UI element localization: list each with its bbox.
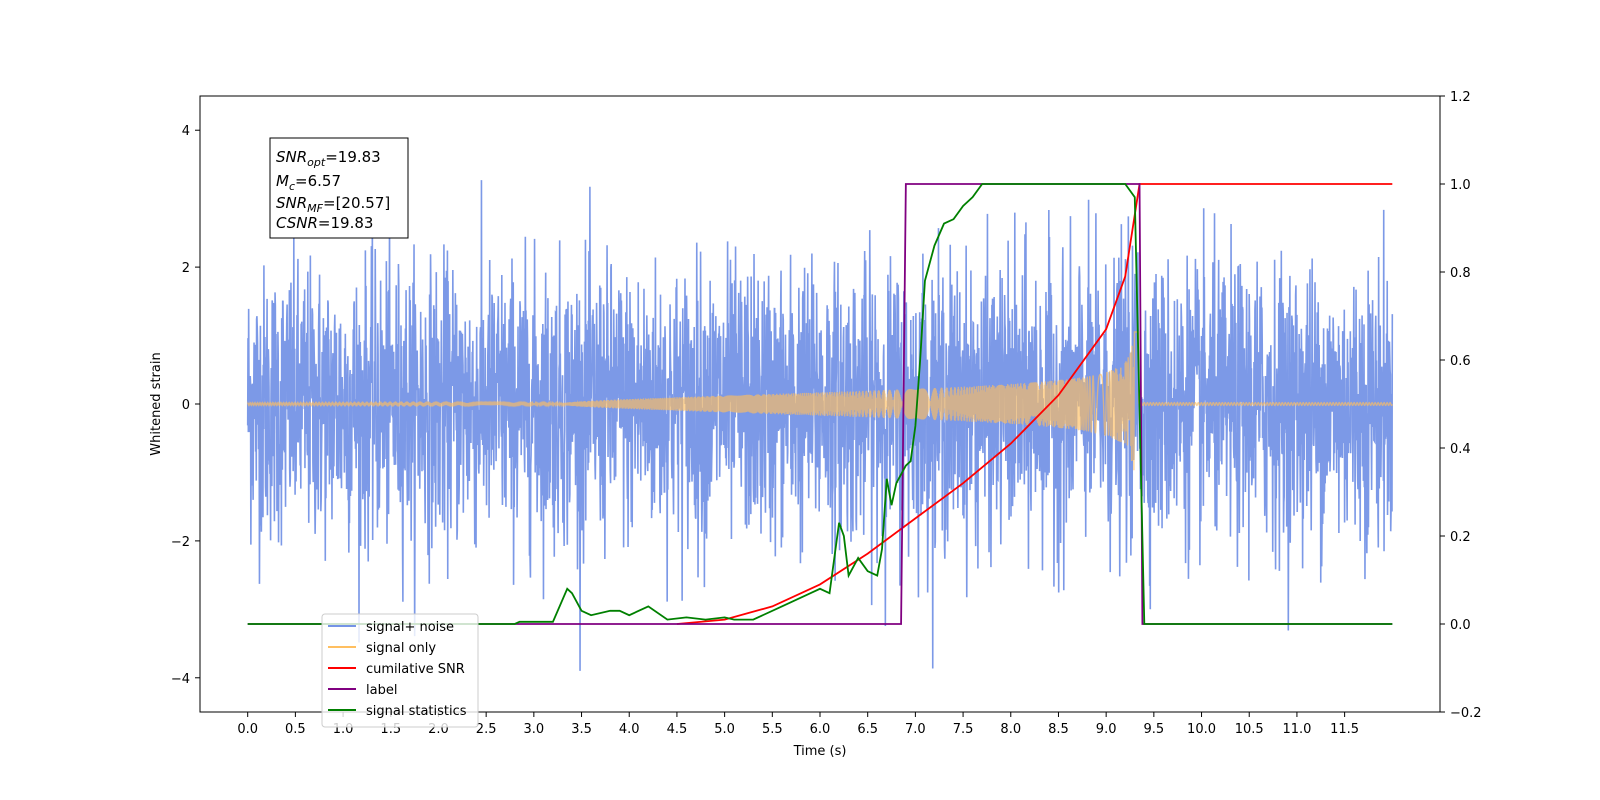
- y2-tick-label: 0.0: [1450, 618, 1471, 633]
- x-tick-label: 11.0: [1282, 722, 1311, 737]
- y2-tick-label: 0.2: [1450, 530, 1471, 545]
- legend-label: signal+ noise: [366, 620, 454, 635]
- snr-mf-sub: MF: [307, 202, 323, 215]
- y2-tick-label: 0.8: [1450, 266, 1471, 281]
- x-tick-label: 4.0: [619, 722, 640, 737]
- y-tick-label: 0: [182, 398, 190, 413]
- y2-tick-label: 1.0: [1450, 178, 1471, 193]
- y-tick-label: −4: [171, 672, 190, 687]
- snr-opt-sub: opt: [307, 156, 326, 169]
- legend: signal+ noise signal only cumilative SNR la…: [321, 613, 479, 728]
- series-cumulative-snr-line: [676, 183, 1393, 625]
- x-tick-label: 4.5: [667, 722, 688, 737]
- mc-text: Mc=6.57: [276, 172, 341, 193]
- series-signal-noise-line: [246, 180, 1394, 671]
- x-tick-label: 5.0: [714, 722, 735, 737]
- series-signal-only-line: [247, 331, 1393, 471]
- snr-mf-label: SNR: [276, 194, 307, 212]
- snr-mf-text: SNRMF=[20.57]: [276, 194, 390, 215]
- legend-frame: [321, 613, 479, 728]
- info-box: SNRopt=19.83 Mc=6.57 SNRMF=[20.57] CSNR=…: [269, 137, 409, 239]
- info-box-frame: [269, 137, 409, 239]
- y2-tick-label: −0.2: [1450, 706, 1482, 721]
- mc-label: M: [276, 172, 289, 190]
- x-tick-label: 5.5: [762, 722, 783, 737]
- x-tick-label: 7.0: [905, 722, 926, 737]
- y-axis-right: −0.2 0.0 0.2 0.4 0.6 0.8 1.0 1.2: [1440, 90, 1482, 721]
- y-tick-label: 4: [182, 124, 190, 139]
- series-signal-statistics-line: [247, 183, 1393, 625]
- x-tick-label: 2.5: [476, 722, 497, 737]
- legend-label: signal only: [366, 641, 436, 656]
- csnr-label: CSNR: [276, 214, 318, 232]
- csnr-text: CSNR=19.83: [276, 214, 373, 232]
- x-tick-label: 9.5: [1144, 722, 1165, 737]
- x-tick-label: 0.5: [285, 722, 306, 737]
- mc-sub: c: [289, 180, 295, 193]
- x-axis: 0.0 0.5 1.0 1.5 2.0 2.5 3.0 3.5 4.0 4.5 5.0 5.5 6.0 6…: [237, 712, 1359, 737]
- legend-label: label: [366, 683, 397, 698]
- x-tick-label: 11.5: [1330, 722, 1359, 737]
- x-tick-label: 7.5: [953, 722, 974, 737]
- x-tick-label: 8.0: [1000, 722, 1021, 737]
- x-tick-label: 3.0: [524, 722, 545, 737]
- snr-opt-value: =19.83: [325, 148, 381, 166]
- snr-opt-text: SNRopt=19.83: [276, 148, 381, 169]
- x-tick-label: 10.0: [1187, 722, 1216, 737]
- x-tick-label: 0.0: [237, 722, 258, 737]
- x-tick-label: 8.5: [1048, 722, 1069, 737]
- legend-label: signal statistics: [366, 704, 467, 719]
- y2-tick-label: 0.4: [1450, 442, 1471, 457]
- x-axis-label: Time (s): [793, 744, 847, 759]
- x-tick-label: 3.5: [571, 722, 592, 737]
- y-tick-label: −2: [171, 535, 190, 550]
- x-tick-label: 6.5: [857, 722, 878, 737]
- series-layer: [246, 180, 1394, 671]
- csnr-value: =19.83: [318, 214, 374, 232]
- y-tick-label: 2: [182, 261, 190, 276]
- y2-tick-label: 1.2: [1450, 90, 1471, 105]
- legend-label: cumilative SNR: [366, 662, 465, 677]
- x-tick-label: 9.0: [1096, 722, 1117, 737]
- y2-tick-label: 0.6: [1450, 354, 1471, 369]
- x-tick-label: 6.0: [810, 722, 831, 737]
- y-axis-label: Whitened strain: [149, 352, 164, 455]
- x-tick-label: 10.5: [1235, 722, 1264, 737]
- snr-opt-label: SNR: [276, 148, 307, 166]
- snr-mf-value: =[20.57]: [323, 194, 390, 212]
- mc-value: =6.57: [295, 172, 341, 190]
- y-axis-left: −4 −2 0 2 4: [171, 124, 200, 687]
